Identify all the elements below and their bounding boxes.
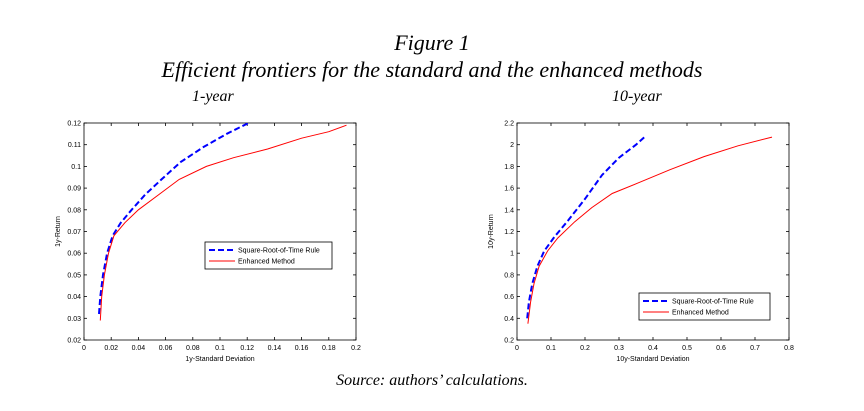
x-tick-label: 0.1 <box>546 345 556 352</box>
plot-frame <box>83 122 357 341</box>
series-enhanced-line <box>527 136 773 324</box>
x-tick-label: 0.2 <box>580 345 590 352</box>
legend-label: Enhanced Method <box>238 259 295 266</box>
x-tick-label: 0.1 <box>215 345 225 352</box>
legend-label: Square-Root-of-Time Rule <box>238 248 320 255</box>
y-tick-label: 0.08 <box>67 207 81 214</box>
panel-title-10-year: 10-year <box>612 88 662 105</box>
y-tick-label: 0.11 <box>68 142 81 149</box>
legend-label: Square-Root-of-Time Rule <box>672 299 754 306</box>
x-tick-label: 0 <box>515 345 519 352</box>
figure-title: Efficient frontiers for the standard and… <box>161 57 703 82</box>
y-tick-label: 0.12 <box>67 121 81 128</box>
series-square-root-line <box>526 136 646 319</box>
legend-box <box>638 292 771 321</box>
x-tick-label: 0.08 <box>186 345 200 352</box>
x-tick-label: 0.14 <box>268 345 282 352</box>
x-tick-label: 0.2 <box>351 345 361 352</box>
y-tick-label: 1.4 <box>504 207 514 214</box>
y-tick-label: 0.8 <box>504 272 514 279</box>
y-tick-label: 0.2 <box>504 338 514 345</box>
y-tick-label: 0.4 <box>504 316 514 323</box>
panel-title-1-year: 1-year <box>192 88 234 105</box>
y-tick-label: 0.03 <box>67 316 81 323</box>
y-tick-label: 2.2 <box>504 121 514 128</box>
y-tick-label: 0.07 <box>67 229 81 236</box>
y-tick-label: 0.05 <box>67 272 81 279</box>
source-note: Source: authors’ calculations. <box>336 372 528 389</box>
y-tick-label: 0.04 <box>67 294 81 301</box>
y-axis-label: 10y-Return <box>488 214 495 249</box>
y-tick-label: 0.02 <box>67 338 81 345</box>
y-tick-label: 1.8 <box>504 164 514 171</box>
legend-label: Enhanced Method <box>672 310 729 317</box>
x-tick-label: 0 <box>82 345 86 352</box>
y-tick-label: 1.2 <box>504 229 514 236</box>
x-tick-label: 0.06 <box>159 345 173 352</box>
y-tick-label: 0.1 <box>71 164 81 171</box>
x-tick-label: 0.02 <box>104 345 118 352</box>
x-axis-label: 1y-Standard Deviation <box>185 356 254 363</box>
x-tick-label: 0.8 <box>784 345 794 352</box>
y-tick-label: 0.6 <box>504 294 514 301</box>
x-tick-label: 0.5 <box>682 345 692 352</box>
legend-box <box>204 241 333 270</box>
y-tick-label: 0.09 <box>67 186 81 193</box>
x-tick-label: 0.3 <box>614 345 624 352</box>
x-tick-label: 0.4 <box>648 345 658 352</box>
y-tick-label: 0.06 <box>67 251 81 258</box>
x-tick-label: 0.04 <box>132 345 146 352</box>
x-tick-label: 0.12 <box>240 345 254 352</box>
figure-number: Figure 1 <box>394 30 470 55</box>
x-tick-label: 0.18 <box>322 345 336 352</box>
x-tick-label: 0.7 <box>750 345 760 352</box>
y-tick-label: 1.6 <box>504 186 514 193</box>
x-axis-label: 10y-Standard Deviation <box>616 356 689 363</box>
x-tick-label: 0.16 <box>295 345 309 352</box>
y-tick-label: 2 <box>510 142 514 149</box>
x-tick-label: 0.6 <box>716 345 726 352</box>
y-tick-label: 1 <box>510 251 514 258</box>
y-axis-label: 1y-Return <box>55 216 62 247</box>
series-square-root-line <box>98 123 250 315</box>
series-enhanced-line <box>99 124 347 321</box>
